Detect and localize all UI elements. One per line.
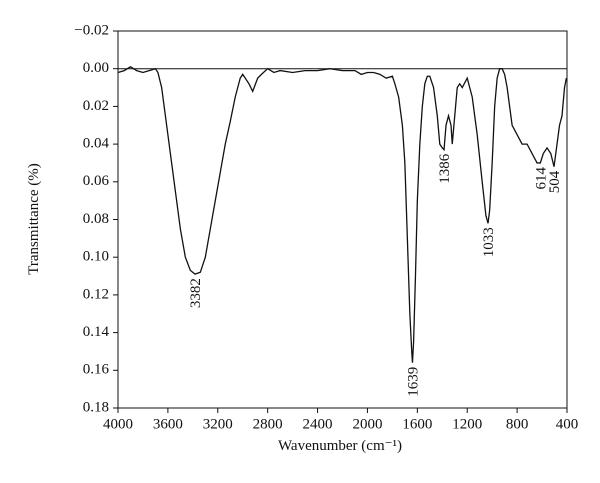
- x-tick-label: 2400: [303, 416, 333, 432]
- y-tick-label: 0.00: [83, 60, 109, 76]
- spectrum-line: [117, 66, 568, 363]
- peak-label: 504: [547, 170, 563, 193]
- y-tick-label: 0.18: [83, 399, 109, 415]
- y-tick-label: 0.14: [83, 324, 110, 340]
- y-tick-label: 0.06: [83, 173, 110, 189]
- x-tick-label: 3200: [203, 416, 233, 432]
- x-axis-label: Wavenumber (cm⁻¹): [278, 438, 402, 454]
- y-axis-label: Transmittance (%): [26, 163, 42, 275]
- x-tick-label: 2000: [352, 416, 382, 432]
- y-tick-label: 0.02: [83, 98, 109, 114]
- peak-label: 1033: [481, 227, 497, 257]
- y-tick-label: 0.12: [83, 286, 109, 302]
- y-tick-label: 0.04: [83, 136, 110, 152]
- y-tick-label: 0.10: [83, 249, 109, 265]
- x-tick-label: 4000: [103, 416, 133, 432]
- peak-label: 1386: [437, 153, 453, 184]
- x-tick-label: 1200: [452, 416, 482, 432]
- y-tick-label: −0.02: [74, 22, 109, 38]
- x-tick-label: 800: [506, 416, 529, 432]
- x-tick-label: 1600: [402, 416, 432, 432]
- y-tick-label: 0.08: [83, 211, 109, 227]
- peak-label: 3382: [188, 278, 204, 308]
- x-tick-label: 3600: [153, 416, 183, 432]
- peak-label: 614: [533, 166, 549, 189]
- x-tick-label: 2800: [253, 416, 283, 432]
- plot-frame: [117, 30, 568, 409]
- peak-label: 1639: [405, 367, 421, 397]
- x-tick-label: 400: [556, 416, 579, 432]
- y-tick-label: 0.16: [83, 362, 110, 378]
